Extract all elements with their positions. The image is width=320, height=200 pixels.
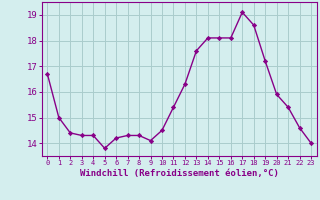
X-axis label: Windchill (Refroidissement éolien,°C): Windchill (Refroidissement éolien,°C) (80, 169, 279, 178)
